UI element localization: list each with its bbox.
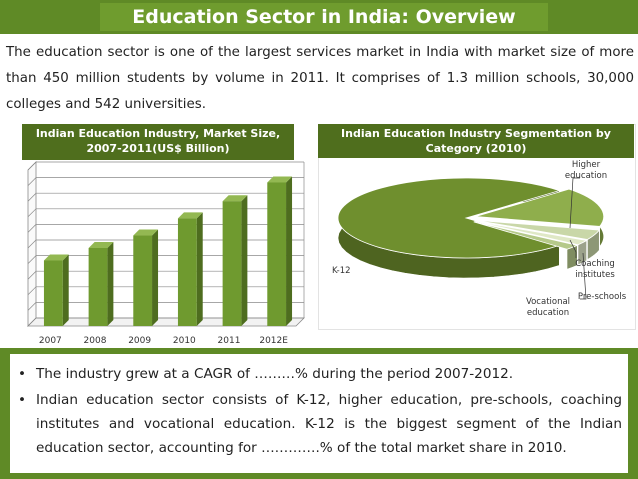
bar-top [43,254,69,261]
leader-line [580,252,587,300]
bar-chart: 2007 2008 2009 2010 2011 2012E [27,161,305,346]
gridline [27,192,304,202]
bar-front [133,235,153,326]
pie-label-k12: K-12 [332,266,351,276]
bar-side [152,229,159,326]
bar-side [107,242,114,326]
pie-slice [474,220,588,246]
bar-top [222,195,248,202]
pie-label-coaching: Coaching [575,259,615,269]
pie-label-higher-education: Higher [572,160,601,170]
floor [27,317,305,327]
gridline [27,270,304,280]
bar [88,242,114,326]
bar-side [62,254,69,326]
bullet-marker: • [18,392,27,408]
pie-slice [473,221,579,250]
bar-top [267,176,293,183]
bullet-text: The industry grew at a CAGR of ………% duri… [36,366,514,382]
bullet-cagr: • The industry grew at a CAGR of ………% du… [18,362,622,386]
bar [133,229,159,326]
bar-front [267,182,287,326]
bar-side [196,212,203,326]
gridline [27,302,304,311]
bar-top [177,212,203,219]
leader-line [569,177,580,229]
x-tick-label: 2012E [259,336,288,346]
bar-top [133,229,159,236]
gridline [27,286,304,296]
x-tick-label: 2009 [128,336,151,346]
bar-front [43,260,63,326]
pie-chart: K-12HighereducationCoachinginstitutesVoc… [332,160,627,318]
pie-label-coaching: institutes [575,270,615,280]
x-tick-label: 2011 [218,336,241,346]
bar-front [88,248,108,326]
bar [222,195,248,326]
leader-line [569,239,577,258]
gridline [27,239,304,249]
bar-side [286,176,293,326]
intro-paragraph: The education sector is one of the large… [6,45,634,112]
bar [43,254,69,326]
bar [177,212,203,326]
bar-front [177,218,197,326]
x-tick-label: 2007 [39,336,62,346]
bullet-marker: • [18,366,27,382]
title-bar: Education Sector in India: Overview [0,0,638,34]
page-title: Education Sector in India: Overview [100,3,548,31]
bar [267,176,293,326]
summary-inner: • The industry grew at a CAGR of ………% du… [10,354,628,473]
gridline [27,317,304,327]
pie-label-higher-education: education [565,171,607,181]
summary-box: • The industry grew at a CAGR of ………% du… [0,348,638,479]
gridline [27,255,304,264]
bar-side [241,195,248,326]
bar-chart-title: Indian Education Industry, Market Size, … [22,124,294,160]
bullet-segments: • Indian education sector consists of K-… [18,388,622,460]
gridline [27,224,304,233]
gridline [27,161,304,171]
pie-label-vocational: education [527,308,569,318]
bar-front [222,201,242,326]
gridline [27,208,304,218]
bar-top [88,242,114,248]
pie-slice [475,219,601,240]
gridline [27,177,304,186]
pie-label-preschools: Pre-schools [578,292,627,302]
x-tick-label: 2010 [173,336,196,346]
x-tick-label: 2008 [84,336,107,346]
pie-label-vocational: Vocational [526,297,570,307]
pie-slice [337,177,561,259]
bullet-text: Indian education sector consists of K-12… [36,392,622,456]
pie-chart-title: Indian Education Industry Segmentation b… [318,124,634,158]
